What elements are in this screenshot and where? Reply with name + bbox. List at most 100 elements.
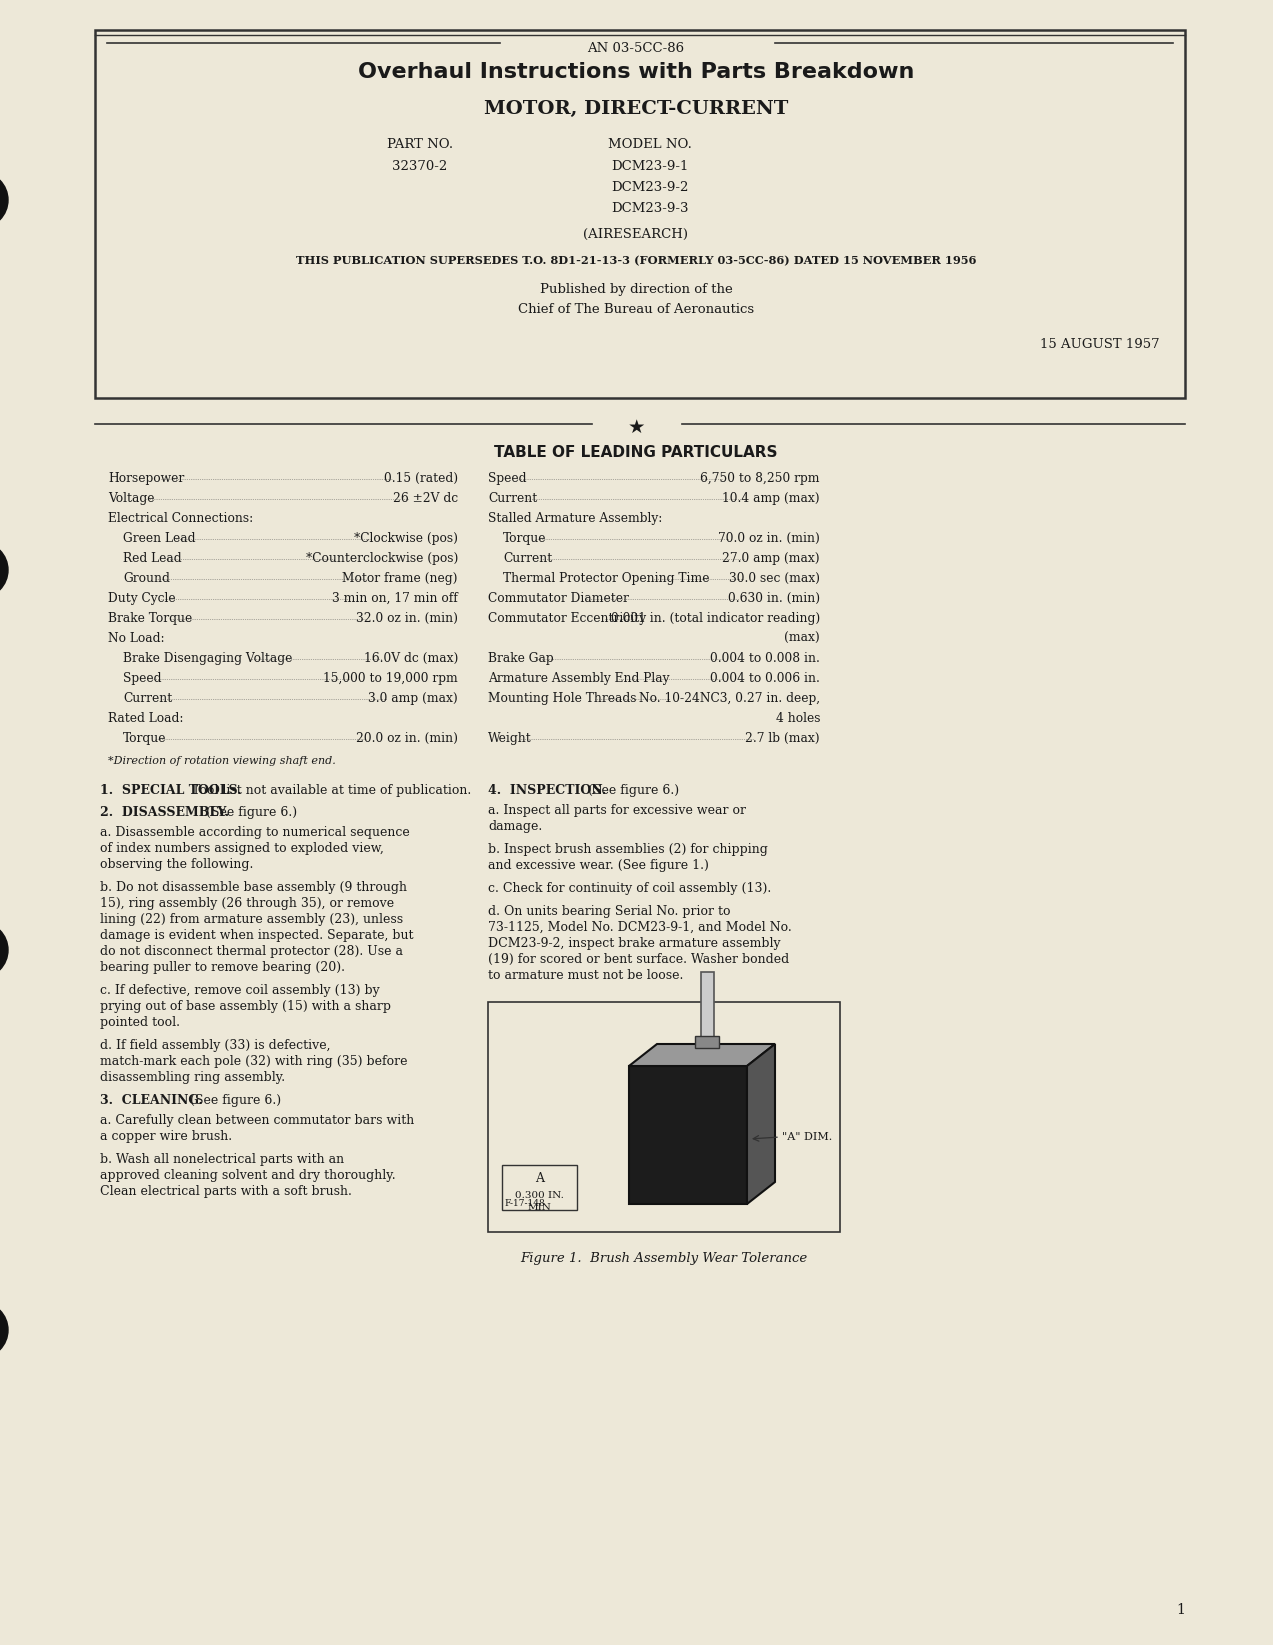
Text: Torque: Torque xyxy=(503,531,546,544)
Circle shape xyxy=(0,173,8,229)
Text: *Counterclockwise (pos): *Counterclockwise (pos) xyxy=(306,553,458,564)
Text: *Direction of rotation viewing shaft end.: *Direction of rotation viewing shaft end… xyxy=(108,757,336,767)
Text: No Load:: No Load: xyxy=(108,632,164,645)
Bar xyxy=(502,1165,577,1211)
Text: 16.0V dc (max): 16.0V dc (max) xyxy=(364,651,458,665)
Text: MIN: MIN xyxy=(527,1202,551,1212)
Text: 70.0 oz in. (min): 70.0 oz in. (min) xyxy=(718,531,820,544)
Text: Chief of The Bureau of Aeronautics: Chief of The Bureau of Aeronautics xyxy=(518,303,754,316)
Text: Electrical Connections:: Electrical Connections: xyxy=(108,512,253,525)
Text: a. Inspect all parts for excessive wear or: a. Inspect all parts for excessive wear … xyxy=(488,804,746,818)
Text: 4 holes: 4 holes xyxy=(775,712,820,725)
Bar xyxy=(95,30,1185,398)
Text: DCM23-9-2: DCM23-9-2 xyxy=(611,181,689,194)
Text: 6,750 to 8,250 rpm: 6,750 to 8,250 rpm xyxy=(700,472,820,485)
Text: (19) for scored or bent surface. Washer bonded: (19) for scored or bent surface. Washer … xyxy=(488,952,789,966)
Text: 20.0 oz in. (min): 20.0 oz in. (min) xyxy=(356,732,458,745)
Text: DCM23-9-2, inspect brake armature assembly: DCM23-9-2, inspect brake armature assemb… xyxy=(488,938,780,951)
Text: b. Inspect brush assemblies (2) for chipping: b. Inspect brush assemblies (2) for chip… xyxy=(488,842,768,855)
Text: Motor frame (neg): Motor frame (neg) xyxy=(342,572,458,586)
Polygon shape xyxy=(747,1045,775,1204)
Text: Brake Gap: Brake Gap xyxy=(488,651,554,665)
Text: 3.  CLEANING.: 3. CLEANING. xyxy=(101,1094,202,1107)
Text: to armature must not be loose.: to armature must not be loose. xyxy=(488,969,684,982)
Text: 27.0 amp (max): 27.0 amp (max) xyxy=(722,553,820,564)
Circle shape xyxy=(0,541,8,599)
Text: Ground: Ground xyxy=(123,572,169,586)
Text: (See figure 6.): (See figure 6.) xyxy=(584,785,679,796)
Text: No. 10-24NC3, 0.27 in. deep,: No. 10-24NC3, 0.27 in. deep, xyxy=(639,693,820,706)
Text: AN 03-5CC-86: AN 03-5CC-86 xyxy=(587,43,685,54)
Text: Weight: Weight xyxy=(488,732,532,745)
Text: Red Lead: Red Lead xyxy=(123,553,182,564)
Text: Brake Torque: Brake Torque xyxy=(108,612,192,625)
Text: Armature Assembly End Play: Armature Assembly End Play xyxy=(488,673,670,684)
Text: 73-1125, Model No. DCM23-9-1, and Model No.: 73-1125, Model No. DCM23-9-1, and Model … xyxy=(488,921,792,934)
Text: MODEL NO.: MODEL NO. xyxy=(608,138,693,151)
Circle shape xyxy=(0,921,8,979)
Text: 3 min on, 17 min off: 3 min on, 17 min off xyxy=(332,592,458,605)
Text: a copper wire brush.: a copper wire brush. xyxy=(101,1130,232,1143)
Text: Tool list not available at time of publication.: Tool list not available at time of publi… xyxy=(188,785,471,796)
Text: (AIRESEARCH): (AIRESEARCH) xyxy=(583,229,689,242)
Text: Current: Current xyxy=(123,693,172,706)
Text: 1.  SPECIAL TOOLS.: 1. SPECIAL TOOLS. xyxy=(101,785,242,796)
Text: TABLE OF LEADING PARTICULARS: TABLE OF LEADING PARTICULARS xyxy=(494,446,778,461)
Text: a. Carefully clean between commutator bars with: a. Carefully clean between commutator ba… xyxy=(101,1114,414,1127)
Text: (See figure 6.): (See figure 6.) xyxy=(186,1094,281,1107)
Text: d. If field assembly (33) is defective,: d. If field assembly (33) is defective, xyxy=(101,1040,331,1053)
Text: PART NO.: PART NO. xyxy=(387,138,453,151)
Text: 0.630 in. (min): 0.630 in. (min) xyxy=(728,592,820,605)
Text: Horsepower: Horsepower xyxy=(108,472,185,485)
Text: 15), ring assembly (26 through 35), or remove: 15), ring assembly (26 through 35), or r… xyxy=(101,897,395,910)
Text: Stalled Armature Assembly:: Stalled Armature Assembly: xyxy=(488,512,662,525)
Text: Figure 1.  Brush Assembly Wear Tolerance: Figure 1. Brush Assembly Wear Tolerance xyxy=(521,1252,807,1265)
Text: b. Wash all nonelectrical parts with an: b. Wash all nonelectrical parts with an xyxy=(101,1153,344,1166)
Text: Duty Cycle: Duty Cycle xyxy=(108,592,176,605)
Text: 2.7 lb (max): 2.7 lb (max) xyxy=(746,732,820,745)
Text: "A" DIM.: "A" DIM. xyxy=(782,1132,833,1142)
Text: disassembling ring assembly.: disassembling ring assembly. xyxy=(101,1071,285,1084)
Text: MOTOR, DIRECT-CURRENT: MOTOR, DIRECT-CURRENT xyxy=(484,100,788,118)
Text: approved cleaning solvent and dry thoroughly.: approved cleaning solvent and dry thorou… xyxy=(101,1170,396,1183)
Text: ★: ★ xyxy=(628,418,644,438)
Text: pointed tool.: pointed tool. xyxy=(101,1017,179,1030)
Circle shape xyxy=(0,1301,8,1359)
Text: Rated Load:: Rated Load: xyxy=(108,712,183,725)
Text: 0.15 (rated): 0.15 (rated) xyxy=(384,472,458,485)
Text: *Clockwise (pos): *Clockwise (pos) xyxy=(354,531,458,544)
Text: Torque: Torque xyxy=(123,732,167,745)
Text: Mounting Hole Threads: Mounting Hole Threads xyxy=(488,693,636,706)
Text: Speed: Speed xyxy=(123,673,162,684)
Text: d. On units bearing Serial No. prior to: d. On units bearing Serial No. prior to xyxy=(488,905,731,918)
Text: Commutator Eccentricity: Commutator Eccentricity xyxy=(488,612,647,625)
Text: of index numbers assigned to exploded view,: of index numbers assigned to exploded vi… xyxy=(101,842,384,855)
Text: bearing puller to remove bearing (20).: bearing puller to remove bearing (20). xyxy=(101,961,345,974)
Text: (max): (max) xyxy=(784,632,820,645)
Text: Clean electrical parts with a soft brush.: Clean electrical parts with a soft brush… xyxy=(101,1184,351,1198)
Text: 10.4 amp (max): 10.4 amp (max) xyxy=(722,492,820,505)
Bar xyxy=(700,972,713,1045)
Text: match-mark each pole (32) with ring (35) before: match-mark each pole (32) with ring (35)… xyxy=(101,1054,407,1068)
Text: damage.: damage. xyxy=(488,819,542,832)
Text: do not disconnect thermal protector (28). Use a: do not disconnect thermal protector (28)… xyxy=(101,944,404,957)
Text: prying out of base assembly (15) with a sharp: prying out of base assembly (15) with a … xyxy=(101,1000,391,1013)
Text: 32.0 oz in. (min): 32.0 oz in. (min) xyxy=(356,612,458,625)
Text: and excessive wear. (See figure 1.): and excessive wear. (See figure 1.) xyxy=(488,859,709,872)
Text: 4.  INSPECTION.: 4. INSPECTION. xyxy=(488,785,606,796)
Text: 0.300 IN.: 0.300 IN. xyxy=(516,1191,564,1199)
Text: Speed: Speed xyxy=(488,472,527,485)
Text: Brake Disengaging Voltage: Brake Disengaging Voltage xyxy=(123,651,293,665)
Text: (See figure 6.): (See figure 6.) xyxy=(202,806,297,819)
Polygon shape xyxy=(629,1045,775,1066)
Text: A: A xyxy=(535,1171,544,1184)
Text: 26 ±2V dc: 26 ±2V dc xyxy=(393,492,458,505)
Text: Overhaul Instructions with Parts Breakdown: Overhaul Instructions with Parts Breakdo… xyxy=(358,63,914,82)
Text: Green Lead: Green Lead xyxy=(123,531,196,544)
Text: F-17-148: F-17-148 xyxy=(504,1199,545,1207)
Text: 0.004 to 0.006 in.: 0.004 to 0.006 in. xyxy=(710,673,820,684)
Text: Current: Current xyxy=(488,492,537,505)
Bar xyxy=(695,1036,719,1048)
Text: 0.004 to 0.008 in.: 0.004 to 0.008 in. xyxy=(710,651,820,665)
Text: damage is evident when inspected. Separate, but: damage is evident when inspected. Separa… xyxy=(101,929,414,943)
